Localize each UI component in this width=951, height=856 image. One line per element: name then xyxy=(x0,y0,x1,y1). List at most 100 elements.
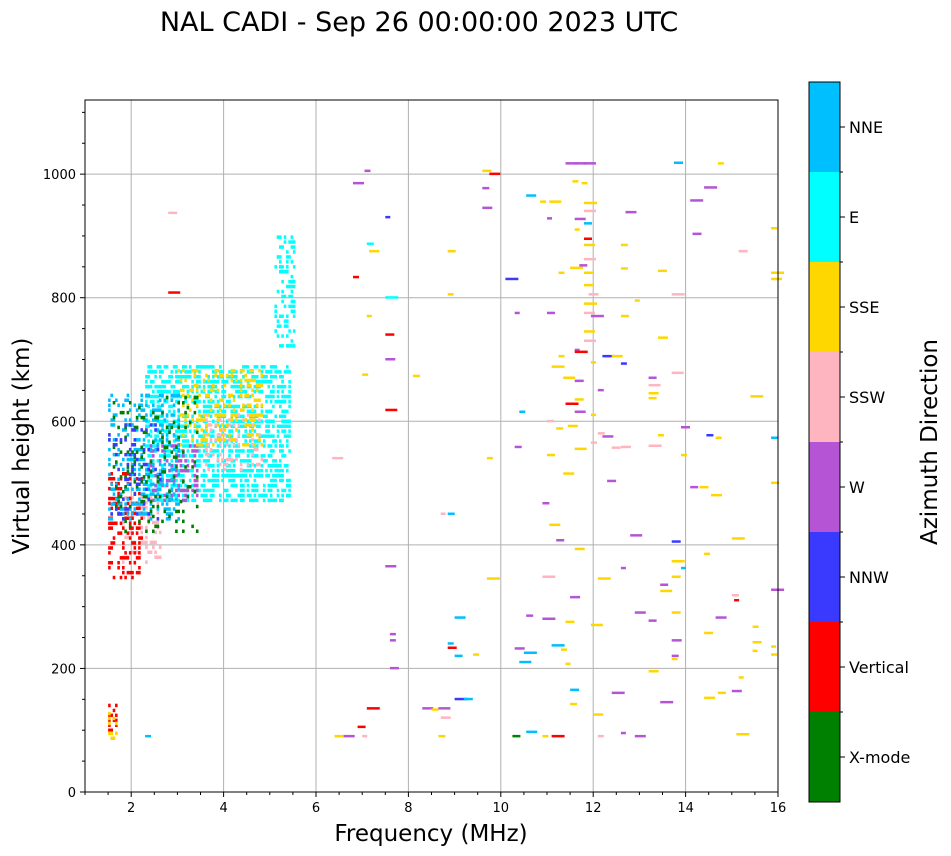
echo-point-e xyxy=(265,419,268,423)
echo-point-nne xyxy=(140,452,143,457)
echo-point-nne xyxy=(145,472,148,477)
echo-point-e xyxy=(281,289,284,294)
echo-point-e xyxy=(279,375,282,379)
echo-point-w xyxy=(154,473,157,478)
echo-point-nnw xyxy=(385,215,391,219)
echo-point-e xyxy=(168,404,171,409)
echo-point-w xyxy=(195,483,199,488)
echo-point-sse xyxy=(209,388,213,393)
echo-point-e xyxy=(230,449,234,453)
echo-point-vertical xyxy=(447,646,457,649)
echo-point-sse xyxy=(230,378,234,383)
echo-point-w xyxy=(154,488,157,493)
echo-point-e xyxy=(279,498,282,503)
echo-point-e xyxy=(232,478,236,483)
echo-point-sse xyxy=(230,418,234,422)
echo-point-vertical xyxy=(112,477,116,481)
echo-point-e xyxy=(202,488,206,493)
echo-point-e xyxy=(290,289,294,294)
echo-point-w xyxy=(152,454,155,458)
echo-point-e xyxy=(198,365,201,369)
echo-point-nne xyxy=(108,472,111,477)
echo-point-e xyxy=(228,454,231,458)
echo-point-nnw xyxy=(115,507,118,511)
echo-point-e xyxy=(262,454,266,458)
echo-point-nne xyxy=(140,512,143,516)
echo-point-e xyxy=(170,483,174,488)
echo-point-nne xyxy=(156,507,160,511)
echo-point-sse xyxy=(482,169,492,173)
echo-point-e xyxy=(290,240,294,244)
x-tick-label: 6 xyxy=(312,801,320,816)
echo-point-e xyxy=(214,380,217,384)
echo-point-x-mode xyxy=(168,490,171,494)
echo-point-ssw xyxy=(225,462,229,467)
echo-point-e xyxy=(235,449,238,453)
echo-point-ssw xyxy=(584,209,596,213)
echo-point-e xyxy=(186,444,190,448)
echo-point-e xyxy=(145,424,148,428)
echo-point-e xyxy=(161,370,164,374)
echo-point-nnw xyxy=(117,467,120,472)
echo-point-nne xyxy=(128,507,132,511)
echo-point-e xyxy=(288,255,291,259)
echo-point-e xyxy=(269,464,273,468)
echo-point-x-mode xyxy=(122,490,125,494)
echo-point-nne xyxy=(145,482,148,486)
echo-point-nne xyxy=(133,467,137,472)
echo-point-nne xyxy=(570,688,580,692)
echo-point-x-mode xyxy=(165,396,169,400)
echo-point-e xyxy=(184,483,187,488)
echo-point-nne xyxy=(172,393,176,398)
echo-point-e xyxy=(283,424,287,428)
echo-point-e xyxy=(152,399,155,404)
echo-point-sse xyxy=(202,438,206,442)
echo-point-sse xyxy=(711,493,722,497)
echo-point-ssw xyxy=(440,716,451,719)
echo-point-e xyxy=(161,380,164,384)
echo-point-e xyxy=(269,488,273,493)
echo-point-ssw xyxy=(246,413,250,417)
echo-point-nnw xyxy=(115,438,118,442)
echo-point-x-mode xyxy=(124,435,127,440)
echo-point-w xyxy=(611,691,625,695)
echo-point-sse xyxy=(542,734,549,738)
echo-point-e xyxy=(195,424,199,428)
echo-point-e xyxy=(283,304,287,309)
colorbar-label-x-mode: X-mode xyxy=(849,748,910,767)
echo-point-sse xyxy=(207,378,210,383)
echo-point-vertical xyxy=(112,541,116,545)
echo-point-e xyxy=(283,235,287,239)
echo-point-ssw xyxy=(228,423,231,427)
echo-point-sse xyxy=(205,393,208,398)
echo-point-e xyxy=(258,468,261,473)
echo-point-e xyxy=(172,365,176,369)
echo-point-vertical xyxy=(138,551,141,555)
echo-point-e xyxy=(288,394,291,399)
echo-point-w xyxy=(574,379,584,383)
echo-point-e xyxy=(186,449,190,453)
echo-point-e xyxy=(212,409,215,414)
echo-point-e xyxy=(237,473,241,478)
echo-point-e xyxy=(177,414,180,419)
echo-point-w xyxy=(179,468,183,473)
echo-point-e xyxy=(274,365,277,369)
echo-point-e xyxy=(175,429,178,433)
echo-point-x-mode xyxy=(156,475,160,479)
echo-point-nne xyxy=(142,482,146,486)
echo-point-vertical xyxy=(128,521,132,525)
echo-point-e xyxy=(216,478,220,483)
echo-point-e xyxy=(260,434,264,438)
echo-point-x-mode xyxy=(177,425,180,430)
echo-point-sse xyxy=(246,383,250,388)
echo-point-vertical xyxy=(131,526,134,530)
echo-point-nne xyxy=(115,398,118,402)
echo-point-e xyxy=(149,399,153,404)
y-tick-label: 200 xyxy=(51,662,76,677)
echo-point-vertical xyxy=(110,477,113,481)
echo-point-e xyxy=(281,449,284,453)
echo-point-ssw xyxy=(731,594,739,597)
echo-point-e xyxy=(281,468,284,473)
echo-point-e xyxy=(262,365,266,369)
echo-point-e xyxy=(175,478,178,483)
